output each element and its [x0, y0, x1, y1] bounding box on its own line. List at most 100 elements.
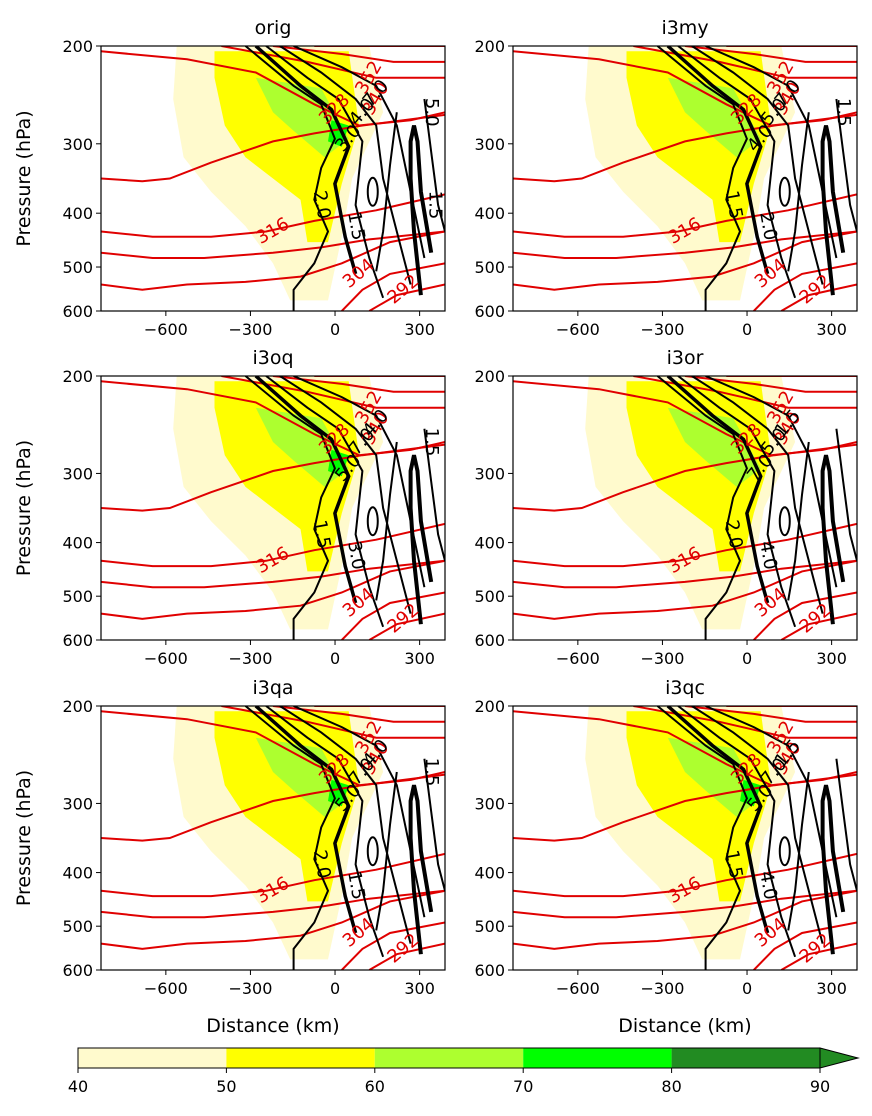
theta-label: 304 — [751, 914, 791, 952]
theta-contour — [684, 706, 857, 723]
pv-label: 3.0 — [343, 540, 369, 572]
pv-contour — [254, 706, 358, 934]
theta-contour — [101, 230, 445, 291]
theta-contour — [368, 942, 445, 970]
x-tick-label: −300 — [640, 320, 684, 339]
x-tick-label: −600 — [556, 649, 600, 668]
theta-contour — [101, 380, 445, 457]
panel-frame — [512, 45, 858, 312]
pv-contour — [279, 46, 412, 285]
y-tick-label: 400 — [62, 534, 93, 553]
fill-70-80 — [740, 779, 761, 807]
pv-label: 1.5 — [721, 848, 747, 880]
pv-contour — [375, 771, 398, 931]
pv-label: 1.5 — [425, 191, 446, 220]
theta-contour — [780, 612, 857, 640]
y-tick-label: 300 — [474, 794, 505, 813]
pv-contour — [835, 98, 857, 232]
pv-contour — [787, 112, 810, 272]
theta-contour — [513, 889, 857, 950]
x-tick-label: 0 — [742, 649, 752, 668]
pv-contour — [265, 46, 385, 299]
x-tick-label: −300 — [640, 979, 684, 998]
theta-contour — [272, 706, 445, 723]
y-tick-label: 500 — [474, 587, 505, 606]
pv-contour — [677, 46, 797, 299]
colorbar-tick-label: 60 — [365, 1077, 385, 1096]
x-axis-label: Distance (km) — [206, 1015, 339, 1037]
fill-70-80 — [328, 779, 349, 807]
x-tick-label: 300 — [404, 649, 435, 668]
colorbar-tick-label: 40 — [68, 1077, 88, 1096]
y-tick-label: 500 — [474, 917, 505, 936]
fill-60-70 — [255, 77, 349, 158]
y-tick-label: 600 — [474, 302, 505, 321]
theta-contour — [101, 889, 445, 919]
y-tick-label: 400 — [474, 864, 505, 883]
y-tick-label: 200 — [474, 367, 505, 386]
pv-contour — [375, 441, 398, 601]
pv-label: 1.5 — [421, 758, 442, 787]
y-tick-label: 300 — [62, 135, 93, 154]
pv-contour — [691, 706, 824, 944]
x-tick-label: −600 — [144, 320, 188, 339]
theta-label: 304 — [751, 254, 791, 292]
panel-title: i3or — [667, 347, 704, 369]
theta-contour — [368, 283, 445, 311]
fill-60-70 — [667, 407, 761, 487]
panel-frame — [100, 375, 446, 641]
colorbar: 40 50 60 70 80 90 — [68, 1047, 860, 1096]
theta-contour — [101, 230, 445, 259]
fill-60-70 — [255, 407, 349, 487]
y-tick-label: 200 — [62, 697, 93, 716]
theta-contour — [513, 230, 857, 291]
theta-contour — [101, 559, 445, 620]
y-axis-label: Pressure (hPa) — [13, 440, 35, 576]
pv-label: 1.5 — [343, 870, 369, 902]
pv-label: 5.0 — [421, 98, 442, 127]
pv-contour-closed — [778, 836, 791, 867]
colorbar-tick-label: 90 — [810, 1077, 830, 1096]
y-tick-label: 300 — [474, 135, 505, 154]
theta-contour — [272, 46, 445, 63]
x-tick-label: −600 — [144, 649, 188, 668]
pv-contour — [677, 706, 797, 958]
pv-contour — [408, 784, 434, 955]
pv-contour — [265, 706, 385, 958]
y-tick-label: 300 — [62, 794, 93, 813]
panel-frame — [512, 375, 858, 641]
theta-contour — [368, 612, 445, 640]
pv-contour — [656, 706, 748, 970]
theta-contour — [513, 889, 857, 919]
theta-contour — [513, 710, 857, 787]
pv-label: 1.5 — [343, 210, 369, 242]
pv-contour — [820, 454, 846, 625]
theta-contour — [101, 522, 445, 568]
fill-60-70 — [667, 77, 761, 158]
pv-contour — [423, 758, 445, 892]
pv-label: 2.0 — [309, 848, 335, 880]
panel-frame — [512, 705, 858, 971]
x-tick-label: 0 — [330, 979, 340, 998]
colorbar-segment — [78, 1048, 227, 1068]
pv-contour — [666, 376, 770, 604]
colorbar-tick-label: 80 — [661, 1077, 681, 1096]
y-tick-label: 500 — [62, 917, 93, 936]
colorbar-tick-label: 50 — [216, 1077, 236, 1096]
theta-contour — [780, 283, 857, 311]
pv-contour — [423, 428, 445, 562]
panel-frame — [100, 705, 446, 971]
x-tick-label: 300 — [816, 979, 847, 998]
pv-contour-closed — [366, 176, 379, 207]
colorbar-segment — [226, 1048, 375, 1068]
y-tick-label: 400 — [474, 534, 505, 553]
pv-contour — [666, 46, 770, 275]
theta-contour — [101, 50, 445, 127]
fill-70-80 — [328, 120, 349, 147]
y-tick-label: 200 — [474, 37, 505, 56]
pv-contour — [279, 376, 412, 614]
pv-contour — [244, 46, 336, 311]
